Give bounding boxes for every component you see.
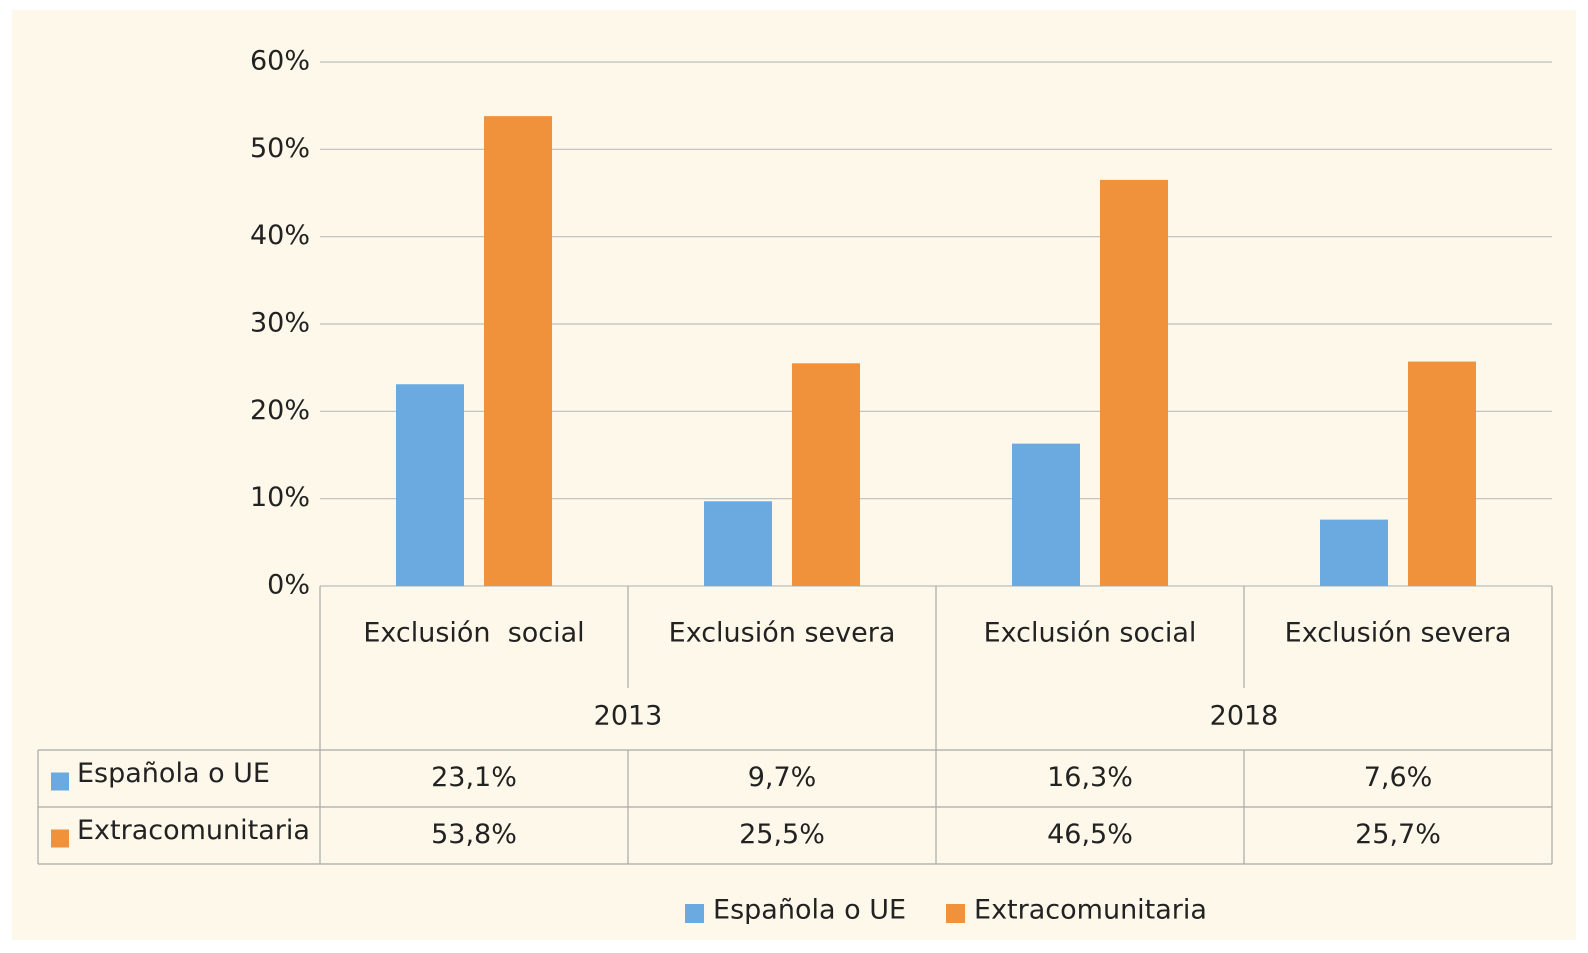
table-value: 46,5% xyxy=(1047,819,1133,850)
table-value: 25,5% xyxy=(739,819,825,850)
y-tick-label: 20% xyxy=(250,395,310,426)
bar xyxy=(1320,519,1388,586)
legend-swatch xyxy=(51,829,69,848)
table-value: 25,7% xyxy=(1355,819,1441,850)
group-label: 2018 xyxy=(1210,701,1279,732)
y-tick-label: 10% xyxy=(250,482,310,513)
table-value: 16,3% xyxy=(1047,762,1133,793)
table-value: 23,1% xyxy=(431,762,517,793)
bar xyxy=(704,501,772,586)
table-value: 9,7% xyxy=(748,762,817,793)
legend-swatch xyxy=(946,904,966,923)
x-tick-label: Exclusión severa xyxy=(1285,618,1512,649)
bar xyxy=(1100,179,1168,586)
row-label: Española o UE xyxy=(77,758,270,789)
legend-label: Extracomunitaria xyxy=(974,895,1207,926)
x-tick-label: Exclusión social xyxy=(984,618,1197,649)
bar xyxy=(484,116,552,586)
y-tick-label: 50% xyxy=(250,133,310,164)
row-label: Extracomunitaria xyxy=(77,815,310,846)
legend-swatch xyxy=(51,772,69,791)
y-tick-label: 40% xyxy=(250,220,310,251)
legend-swatch xyxy=(685,904,705,923)
bar xyxy=(1012,443,1080,586)
bar xyxy=(1408,361,1476,586)
x-tick-label: Exclusión severa xyxy=(669,618,896,649)
bar xyxy=(792,363,860,586)
table-value: 53,8% xyxy=(431,819,517,850)
y-tick-label: 30% xyxy=(250,308,310,339)
x-tick-label: Exclusión social xyxy=(363,618,584,649)
table-value: 7,6% xyxy=(1364,762,1433,793)
legend-label: Española o UE xyxy=(713,895,906,926)
y-tick-label: 0% xyxy=(267,570,310,601)
y-tick-label: 60% xyxy=(250,46,310,77)
group-label: 2013 xyxy=(594,701,663,732)
bar xyxy=(396,384,464,586)
